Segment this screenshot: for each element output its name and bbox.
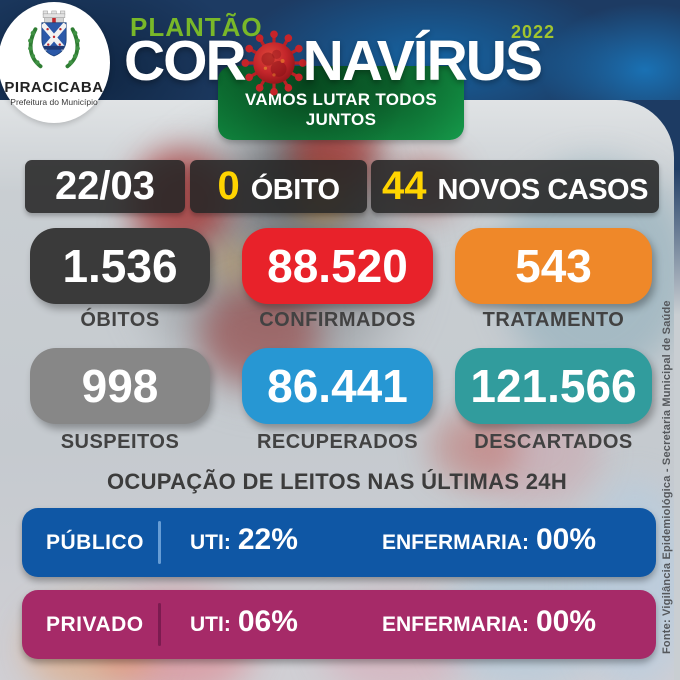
- logo-city-name: PIRACICABA: [4, 79, 104, 96]
- stat-label-tratamento: TRATAMENTO: [482, 309, 625, 331]
- enfermaria-group: ENFERMARIA: 00%: [382, 508, 596, 577]
- logo-subtitle: Prefeitura do Município: [10, 97, 98, 107]
- deaths-today-label: ÓBITO: [250, 174, 340, 206]
- title-part-1: COR: [124, 29, 247, 93]
- year-badge: 2022: [511, 22, 556, 42]
- title-part-2: NAVÍRUS: [302, 29, 543, 93]
- enfermaria-group: ENFERMARIA: 00%: [382, 590, 596, 659]
- date-box: 22/03: [25, 160, 185, 213]
- stat-box-descartados: 121.566: [455, 348, 652, 424]
- stat-label-confirmados: CONFIRMADOS: [259, 309, 416, 331]
- stat-label-descartados: DESCARTADOS: [474, 431, 633, 453]
- bar-divider: [158, 603, 161, 646]
- stat-value: 1.536: [62, 240, 178, 292]
- stat-label-obitos: ÓBITOS: [80, 309, 160, 331]
- stat-box-confirmados: 88.520: [242, 228, 433, 304]
- date-value: 22/03: [54, 164, 156, 208]
- bar-name: PÚBLICO: [46, 530, 144, 554]
- occupancy-bar-publico: PÚBLICO UTI: 22% ENFERMARIA: 00%: [22, 508, 656, 577]
- new-cases-label: NOVOS CASOS: [437, 174, 649, 206]
- city-logo: PIRACICABA Prefeitura do Município: [0, 2, 110, 123]
- kicker-plantao: PLANTÃO: [130, 12, 263, 42]
- enfermaria-label: ENFERMARIA:: [382, 613, 529, 636]
- stat-value: 998: [81, 360, 159, 412]
- bar-divider: [158, 521, 161, 564]
- page-title: COR: [124, 29, 543, 96]
- stat-label-suspeitos: SUSPEITOS: [60, 431, 180, 453]
- enfermaria-label: ENFERMARIA:: [382, 531, 529, 554]
- stat-box-tratamento: 543: [455, 228, 652, 304]
- stat-box-recuperados: 86.441: [242, 348, 433, 424]
- source-credit: Fonte: Vigilância Epidemiológica - Secre…: [661, 300, 673, 655]
- stat-value: 121.566: [470, 360, 637, 412]
- bar-name: PRIVADO: [46, 612, 144, 636]
- coat-of-arms-icon: [28, 10, 80, 69]
- enfermaria-value: 00%: [536, 605, 597, 638]
- slogan-banner: VAMOS LUTAR TODOS JUNTOS: [218, 66, 464, 140]
- uti-group: UTI: 06%: [190, 590, 298, 659]
- occupancy-title: OCUPAÇÃO DE LEITOS NAS ÚLTIMAS 24H: [106, 469, 568, 494]
- virus-icon: [241, 30, 307, 96]
- new-cases-value: 44: [382, 164, 427, 208]
- stat-label-recuperados: RECUPERADOS: [256, 431, 419, 453]
- uti-value: 06%: [237, 605, 298, 638]
- deaths-today-box: 0 ÓBITO: [190, 160, 367, 213]
- uti-value: 22%: [237, 523, 298, 556]
- uti-label: UTI:: [190, 531, 231, 554]
- stat-box-obitos: 1.536: [30, 228, 210, 304]
- stat-value: 86.441: [267, 360, 408, 412]
- uti-group: UTI: 22%: [190, 508, 298, 577]
- deaths-today-value: 0: [217, 164, 240, 208]
- uti-label: UTI:: [190, 613, 231, 636]
- stat-value: 543: [515, 240, 592, 292]
- enfermaria-value: 00%: [536, 523, 597, 556]
- slogan-text: VAMOS LUTAR TODOS JUNTOS: [244, 90, 438, 129]
- new-cases-box: 44 NOVOS CASOS: [371, 160, 659, 213]
- occupancy-bar-privado: PRIVADO UTI: 06% ENFERMARIA: 00%: [22, 590, 656, 659]
- header-right-fade: [673, 165, 680, 315]
- stat-value: 88.520: [267, 240, 408, 292]
- stat-box-suspeitos: 998: [30, 348, 210, 424]
